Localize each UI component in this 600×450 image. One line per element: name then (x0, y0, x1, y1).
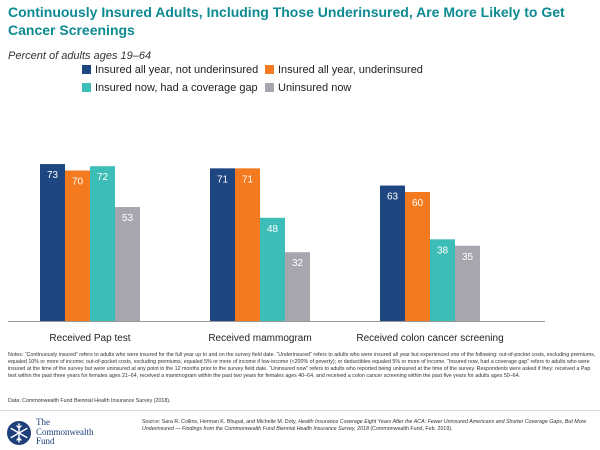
commonwealth-fund-logo: The Commonwealth Fund (6, 417, 106, 448)
data-label-received-mammogram-insured-now-had-a-coverage-gap: 48 (267, 224, 279, 235)
data-label-received-colon-cancer-screening-insured-now-had-a-coverage-gap: 38 (437, 245, 449, 256)
source-citation: Source: Sara R. Collins, Herman K. Bhupa… (142, 419, 592, 433)
bar-received-colon-cancer-screening-insured-all-year-not-underinsured (380, 185, 405, 321)
bar-received-mammogram-insured-all-year-underinsured (235, 168, 260, 321)
source-prefix: Source: Sara R. Collins, Herman K. Bhupa… (142, 419, 299, 425)
chart-notes: Notes: “Continuously insured” refers to … (8, 352, 596, 380)
logo-line-2: Commonwealth (36, 426, 94, 437)
bar-received-mammogram-insured-now-had-a-coverage-gap (260, 217, 285, 321)
data-label-received-colon-cancer-screening-uninsured-now: 35 (462, 252, 474, 263)
legend-label-insured-all-year-underinsured: Insured all year, underinsured (278, 64, 423, 76)
chart-bars: 73 70 72 53 71 71 48 32 63 60 38 35 (40, 164, 480, 321)
source-report-title: Health Insurance Coverage Eight Years Af… (142, 419, 587, 433)
x-tick-label-received-pap-test: Received Pap test (49, 333, 130, 344)
legend-swatch-uninsured-now (265, 83, 274, 92)
data-label-received-pap-test-insured-all-year-underinsured: 70 (72, 177, 84, 188)
data-label-received-pap-test-uninsured-now: 53 (122, 213, 134, 224)
legend-swatch-insured-all-year-not-underinsured (82, 65, 91, 74)
x-axis-labels: Received Pap test Received mammogram Recei… (49, 333, 503, 344)
legend-swatch-insured-all-year-underinsured (265, 65, 274, 74)
data-source-note: Data: Commonwealth Fund Biennial Health … (8, 398, 171, 404)
logo-line-1: The (36, 417, 50, 427)
bar-received-colon-cancer-screening-uninsured-now (455, 245, 480, 321)
legend-label-uninsured-now: Uninsured now (278, 82, 351, 94)
footer (0, 410, 600, 450)
x-tick-label-received-mammogram: Received mammogram (208, 333, 311, 344)
bar-chart: Insured all year, not underinsured Insure… (8, 64, 545, 344)
data-label-received-mammogram-insured-all-year-underinsured: 71 (242, 174, 254, 185)
chart-subtitle: Percent of adults ages 19–64 (8, 50, 152, 62)
logo-line-3: Fund (36, 436, 55, 446)
bar-received-mammogram-uninsured-now (285, 252, 310, 321)
data-label-received-mammogram-uninsured-now: 32 (292, 258, 304, 269)
x-tick-label-received-colon-cancer-screening: Received colon cancer screening (356, 333, 503, 344)
legend-label-insured-all-year-not-underinsured: Insured all year, not underinsured (95, 64, 258, 76)
data-label-received-mammogram-insured-all-year-not-underinsured: 71 (217, 174, 229, 185)
bar-received-pap-test-insured-all-year-not-underinsured (40, 164, 65, 321)
legend-label-insured-now-had-a-coverage-gap: Insured now, had a coverage gap (95, 82, 258, 94)
data-label-received-pap-test-insured-now-had-a-coverage-gap: 72 (97, 172, 109, 183)
source-suffix: (Commonwealth Fund, Feb. 2019). (368, 426, 453, 433)
data-label-received-colon-cancer-screening-insured-all-year-underinsured: 60 (412, 198, 424, 209)
bar-received-mammogram-insured-all-year-not-underinsured (210, 168, 235, 321)
bar-received-pap-test-insured-now-had-a-coverage-gap (90, 166, 115, 321)
logo-wordmark: The Commonwealth Fund (36, 417, 94, 447)
chart-title: Continuously Insured Adults, Including T… (8, 4, 565, 38)
data-label-received-colon-cancer-screening-insured-all-year-not-underinsured: 63 (387, 192, 399, 203)
legend-swatch-insured-now-had-a-coverage-gap (82, 83, 91, 92)
bar-received-colon-cancer-screening-insured-all-year-underinsured (405, 192, 430, 321)
snowflake-seal-icon (7, 421, 31, 445)
bar-received-pap-test-insured-all-year-underinsured (65, 170, 90, 321)
bar-received-pap-test-uninsured-now (115, 207, 140, 321)
data-label-received-pap-test-insured-all-year-not-underinsured: 73 (47, 170, 59, 181)
bar-received-colon-cancer-screening-insured-now-had-a-coverage-gap (430, 239, 455, 321)
chart-legend: Insured all year, not underinsured Insure… (82, 64, 423, 94)
